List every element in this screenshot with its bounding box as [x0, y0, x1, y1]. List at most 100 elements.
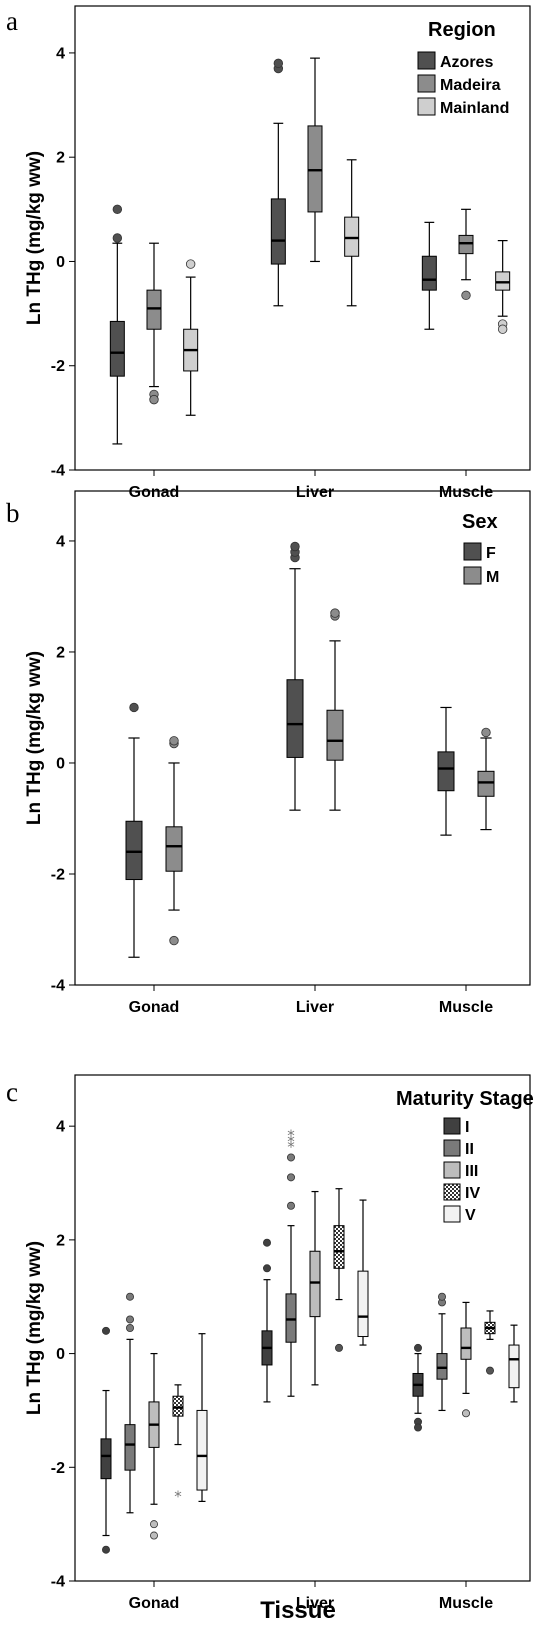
- outlier-point: [461, 290, 471, 301]
- box-Madeira-Liver: [307, 57, 323, 263]
- iqr-box: [100, 1438, 112, 1480]
- legend-swatch: [463, 542, 482, 561]
- y-axis-label: Ln THg (mg/kg ww): [24, 651, 45, 825]
- legend-item-label: Mainland: [440, 100, 509, 117]
- legend-item-label: II: [465, 1141, 474, 1158]
- outlier-point: [129, 702, 139, 713]
- x-category-label: Gonad: [129, 999, 180, 1016]
- iqr-box: [172, 1395, 184, 1417]
- outlier-point: [149, 1520, 158, 1529]
- x-category-label: Gonad: [129, 1595, 180, 1612]
- iqr-box: [285, 1293, 297, 1343]
- legend-item-label: III: [465, 1163, 478, 1180]
- outlier-point: [169, 935, 179, 946]
- y-tick-label: 2: [56, 1232, 65, 1249]
- box-III-Muscle: [460, 1301, 472, 1418]
- iqr-box: [458, 234, 474, 255]
- iqr-box: [344, 216, 360, 257]
- outlier-point: [149, 1531, 158, 1540]
- x-category-label: Muscle: [439, 484, 493, 501]
- iqr-box: [333, 1225, 345, 1269]
- iqr-box: [125, 820, 143, 881]
- y-tick-label: 0: [56, 755, 65, 772]
- y-axis-label: Ln THg (mg/kg ww): [24, 1241, 45, 1415]
- legend-title: Region: [428, 19, 496, 41]
- x-category-label: Liver: [296, 1595, 334, 1612]
- box-Azores-Liver: [270, 58, 286, 307]
- iqr-box: [436, 1353, 448, 1380]
- panel-letter: b: [6, 498, 20, 528]
- box-III-Liver: [309, 1190, 321, 1386]
- box-I-Gonad: [100, 1326, 112, 1554]
- x-category-label: Gonad: [129, 484, 180, 501]
- y-tick-label: 4: [56, 533, 65, 550]
- box-F-Liver: [286, 541, 304, 811]
- legend-item-label: M: [486, 569, 499, 586]
- y-tick-label: -4: [51, 463, 65, 480]
- y-tick-label: -4: [51, 1574, 65, 1591]
- outlier-point: [485, 1366, 494, 1375]
- box-II-Muscle: [436, 1292, 448, 1412]
- legend-item-label: V: [465, 1207, 476, 1224]
- plot-frame: [74, 490, 531, 986]
- outlier-point: [334, 1343, 343, 1352]
- plot-frame: [74, 1074, 531, 1582]
- iqr-box: [286, 679, 304, 758]
- y-tick-label: -2: [51, 358, 65, 375]
- iqr-box: [109, 320, 125, 377]
- iqr-box: [307, 125, 323, 213]
- legend-swatch: [443, 1161, 461, 1179]
- outlier-point: [286, 1201, 295, 1210]
- legend-swatch: [443, 1117, 461, 1135]
- outlier-point: [262, 1238, 271, 1247]
- panel-c: c 4 2 0 -2 -4 Ln THg (mg/kg ww) Gonad Liver Muscl…: [6, 1074, 534, 1612]
- y-tick-label: 0: [56, 1346, 65, 1363]
- box-IV-Liver: [333, 1188, 345, 1352]
- outlier-point: [413, 1343, 422, 1352]
- y-tick-label: -2: [51, 866, 65, 883]
- outlier-point: [290, 541, 300, 552]
- box-IV-Muscle: [484, 1310, 496, 1375]
- legend-swatch: [443, 1139, 461, 1157]
- iqr-box: [508, 1344, 520, 1389]
- box-M-Liver: [326, 608, 344, 811]
- extreme-point: *: [287, 1138, 295, 1156]
- outlier-point: [481, 727, 491, 738]
- legend-title: Sex: [462, 511, 498, 533]
- iqr-box: [477, 770, 495, 797]
- iqr-box: [309, 1250, 321, 1318]
- legend-item-label: F: [486, 545, 496, 562]
- y-tick-label: 2: [56, 150, 65, 167]
- plot-frame: [74, 5, 531, 471]
- y-tick-label: 4: [56, 45, 65, 62]
- panel-letter: a: [6, 6, 18, 36]
- outlier-point: [330, 608, 340, 618]
- iqr-box: [326, 709, 344, 761]
- outlier-point: [126, 1315, 135, 1324]
- iqr-box: [196, 1409, 208, 1491]
- box-F-Muscle: [437, 706, 455, 836]
- y-tick-label: -2: [51, 1460, 65, 1477]
- chart-panels: a 4 2 0 -2 -4 Ln THg (mg/kg ww) Gonad Liver Muscl…: [6, 5, 534, 1612]
- x-category-label: Muscle: [439, 1595, 493, 1612]
- box-V-Liver: [357, 1199, 369, 1346]
- box-Azores-Gonad: [109, 204, 125, 445]
- legend-item-label: I: [465, 1119, 469, 1136]
- legend-title: Maturity Stage: [396, 1088, 534, 1110]
- outlier-point: [437, 1292, 446, 1301]
- box-Mainland-Muscle: [495, 240, 511, 334]
- outlier-point: [149, 394, 159, 405]
- outlier-point: [126, 1324, 135, 1333]
- x-axis-title: Tissue: [260, 1597, 336, 1624]
- outlier-point: [126, 1292, 135, 1301]
- iqr-box: [124, 1424, 136, 1471]
- outlier-point: [497, 324, 508, 334]
- box-Mainland-Liver: [344, 159, 360, 307]
- y-tick-label: 2: [56, 644, 65, 661]
- y-tick-label: 4: [56, 1119, 65, 1136]
- panel-a: a 4 2 0 -2 -4 Ln THg (mg/kg ww) Gonad Liver Muscl…: [6, 5, 531, 501]
- box-II-Liver: ***: [285, 1127, 297, 1397]
- legend-swatch: [417, 51, 436, 70]
- outlier-point: [413, 1423, 422, 1432]
